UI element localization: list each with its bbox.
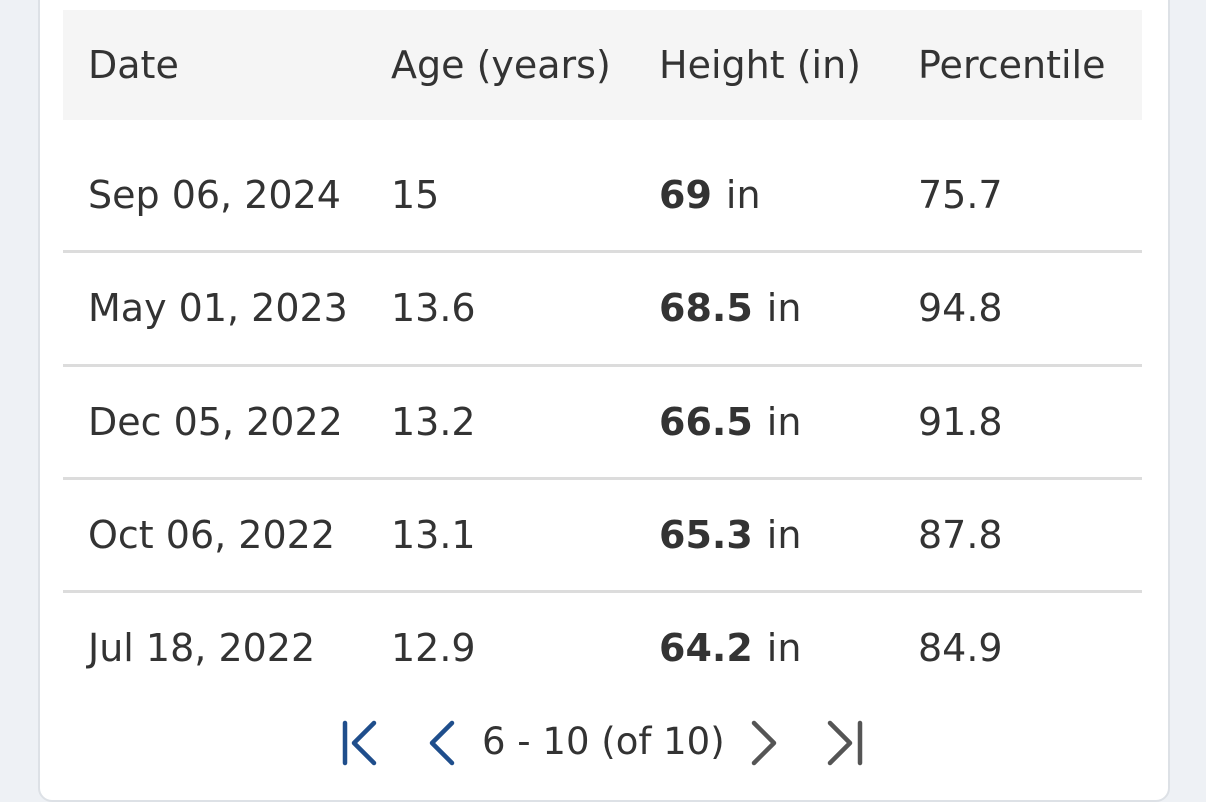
cell-percentile: 91.8 [918,399,1003,444]
height-unit: in [766,512,802,557]
cell-percentile: 87.8 [918,512,1003,557]
cell-date: Dec 05, 2022 [88,399,343,444]
column-header: Height (in) [659,43,861,87]
cell-percentile: 94.8 [918,286,1003,331]
cell-percentile: 84.9 [918,626,1003,671]
row-divider [63,363,1142,367]
first-page-button[interactable] [340,720,382,766]
cell-height: 68.5 in [659,286,801,330]
height-value: 65.3 [659,512,753,557]
cell-date: Sep 06, 2024 [88,173,341,217]
pagination-range: 6 - 10 (of 10) [482,720,725,763]
cell-height: 66.5 in [659,400,801,444]
cell-age: 13.6 [391,286,476,331]
row-divider [63,250,1142,254]
cell-date: Jul 18, 2022 [88,626,316,671]
cell-age: 15 [391,173,440,217]
cell-height: 64.2 in [659,626,801,670]
height-unit: in [766,626,802,671]
card [38,0,1170,802]
cell-age: 12.9 [391,626,476,671]
cell-date: May 01, 2023 [88,286,348,331]
cell-age: 13.2 [391,399,476,444]
cell-date: Oct 06, 2022 [88,512,335,557]
height-unit: in [766,399,802,444]
height-unit: in [725,173,761,217]
cell-age: 13.1 [391,512,476,557]
height-unit: in [766,286,802,331]
next-page-button[interactable] [748,720,780,766]
row-divider [63,590,1142,594]
column-header: Age (years) [391,43,611,87]
table-header [63,10,1142,120]
height-value: 68.5 [659,286,753,331]
height-value: 66.5 [659,399,753,444]
cell-height: 69 in [659,173,761,217]
column-header: Date [88,43,179,87]
cell-percentile: 75.7 [918,173,1003,217]
last-page-button[interactable] [824,720,866,766]
cell-height: 65.3 in [659,513,801,557]
column-header: Percentile [918,43,1106,87]
row-divider [63,476,1142,480]
height-value: 69 [659,173,712,217]
previous-page-button[interactable] [426,720,458,766]
height-value: 64.2 [659,626,753,671]
